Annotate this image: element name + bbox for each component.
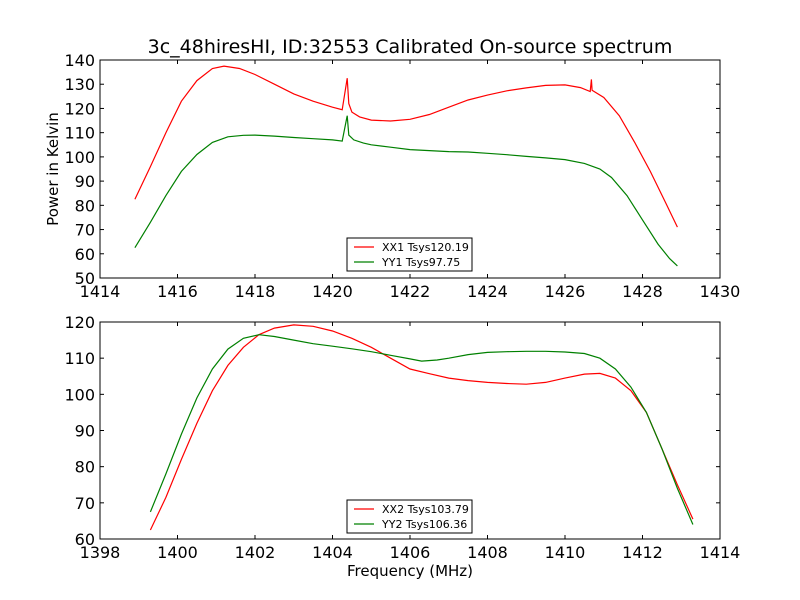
figure-title: 3c_48hiresHI, ID:32553 Calibrated On-sou… (148, 36, 673, 58)
legend-entry-1: YY2 Tsys106.36 (381, 518, 467, 531)
x-tick-label: 1430 (700, 282, 741, 301)
legend-entry-0: XX1 Tsys120.19 (382, 241, 469, 254)
y-tick-label: 110 (64, 349, 95, 368)
y-tick-label: 70 (75, 221, 95, 240)
legend-box (346, 499, 473, 534)
x-tick-label: 1406 (390, 543, 431, 562)
bottom-plot: 1398 1400 1402 1404 1406 1408 1410 1412 1414 60 70… (64, 313, 740, 580)
legend-entry-1: YY1 Tsys97.75 (381, 256, 460, 269)
y-tick-label: 60 (75, 530, 95, 549)
x-tick-label: 1426 (545, 282, 586, 301)
legend-box (346, 237, 473, 272)
y-tick-label: 70 (75, 494, 95, 513)
x-tick-label: 1418 (235, 282, 276, 301)
y-tick-label: 140 (64, 51, 95, 70)
legend-1: XX2 Tsys103.79 YY2 Tsys106.36 (346, 499, 473, 534)
y-tick-label: 130 (64, 75, 95, 94)
top-plot: 1414 1416 1418 1420 1422 1424 1426 1428 1430 50 60… (44, 51, 740, 301)
y-tick-label: 120 (64, 99, 95, 118)
series-line-red-1 (149, 324, 694, 531)
y-tick-label: 80 (75, 458, 95, 477)
x-tick-label: 1428 (622, 282, 663, 301)
y-tick-label: 110 (64, 124, 95, 143)
series-line-green-0 (134, 115, 678, 267)
x-tick-label: 1420 (312, 282, 353, 301)
series-line-red-0 (134, 65, 678, 228)
y-tick-label: 80 (75, 196, 95, 215)
y-axis-label: Power in Kelvin (44, 112, 62, 226)
x-tick-label: 1408 (467, 543, 508, 562)
x-tick-label: 1414 (700, 543, 741, 562)
x-tick-label: 1416 (157, 282, 198, 301)
legend-0: XX1 Tsys120.19 YY1 Tsys97.75 (346, 237, 473, 272)
x-axis-label: Frequency (MHz) (347, 562, 473, 580)
x-tick-label: 1398 (80, 543, 121, 562)
legend-entry-0: XX2 Tsys103.79 (382, 503, 469, 516)
x-tick-label: 1400 (157, 543, 198, 562)
x-tick-label: 1410 (545, 543, 586, 562)
y-tick-label: 120 (64, 313, 95, 332)
x-tick-label: 1414 (80, 282, 121, 301)
x-tick-label: 1412 (622, 543, 663, 562)
y-tick-label: 60 (75, 245, 95, 264)
series-line-green-1 (149, 334, 694, 525)
x-tick-label: 1402 (235, 543, 276, 562)
x-tick-label: 1422 (390, 282, 431, 301)
y-tick-label: 90 (75, 172, 95, 191)
y-tick-label: 50 (75, 269, 95, 288)
x-tick-label: 1404 (312, 543, 353, 562)
y-tick-label: 100 (64, 385, 95, 404)
x-tick-label: 1424 (467, 282, 508, 301)
y-tick-label: 100 (64, 148, 95, 167)
y-tick-label: 90 (75, 422, 95, 441)
